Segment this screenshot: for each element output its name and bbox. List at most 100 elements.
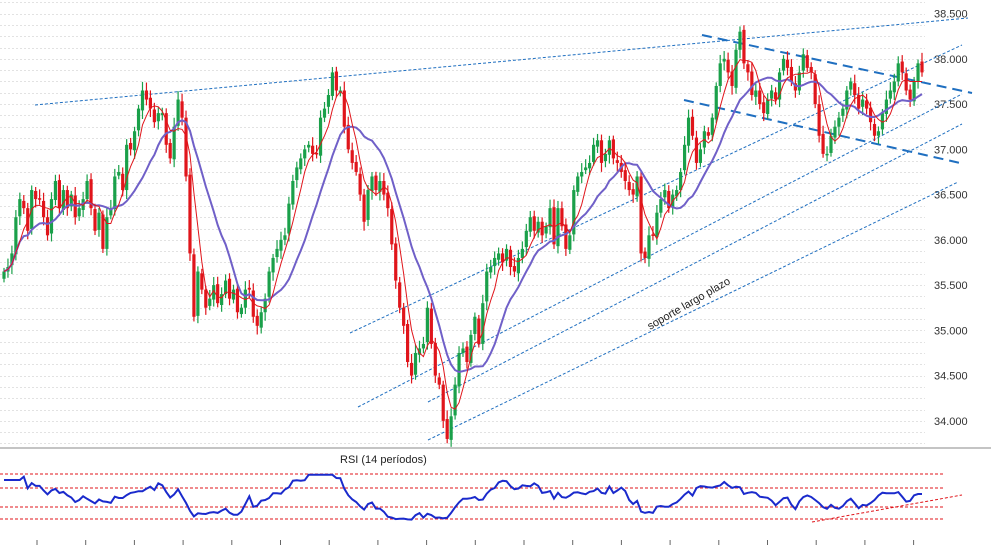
candle-body — [797, 72, 801, 91]
candle-body — [132, 131, 137, 151]
candle-body — [750, 71, 754, 96]
candle-body — [299, 158, 303, 170]
candle-body — [409, 362, 414, 376]
candle-body — [714, 85, 718, 120]
candle-body — [168, 142, 172, 159]
candle-body — [730, 71, 734, 86]
rsi-panel: RSI (14 períodos) — [0, 454, 963, 545]
candle-body — [307, 144, 311, 148]
candle-body — [493, 257, 497, 267]
candle-body — [239, 307, 244, 315]
candle-body — [833, 126, 837, 138]
candle-body — [520, 248, 524, 258]
candle-body — [837, 117, 841, 127]
candle-body — [271, 257, 275, 273]
candle-body — [101, 214, 105, 249]
trendline-channel-mid — [357, 93, 963, 408]
rsi-title: RSI (14 períodos) — [340, 454, 427, 466]
candle-body — [481, 303, 485, 344]
candle-body — [125, 144, 129, 191]
candle-body — [85, 181, 89, 200]
candle-body — [599, 140, 604, 163]
candle-body — [10, 253, 14, 266]
candle-body — [556, 208, 560, 247]
candle-body — [552, 207, 556, 245]
candle-body — [243, 289, 247, 308]
candle-body — [528, 217, 532, 232]
candle-body — [679, 171, 683, 191]
candle-body — [829, 135, 833, 153]
candle-body — [41, 200, 46, 218]
candle-body — [461, 348, 465, 353]
candle-body — [576, 176, 580, 192]
x-axis-ticks — [36, 540, 915, 545]
candle-body — [607, 140, 612, 155]
y-tick-label: 34.500 — [934, 371, 968, 383]
candle-body — [682, 144, 687, 171]
candle-body — [627, 181, 631, 191]
candle-body — [920, 61, 924, 73]
candle-body — [584, 167, 588, 171]
candle-body — [888, 90, 892, 99]
candle-body — [57, 180, 61, 209]
candle-body — [841, 108, 845, 116]
candle-body — [849, 81, 853, 90]
candle-body — [868, 107, 873, 123]
candle-body — [631, 189, 635, 195]
candle-body — [129, 142, 133, 150]
candle-body — [390, 209, 394, 245]
price-y-axis: 34.000 34.500 35.000 35.500 36.000 36.500 37.0… — [934, 9, 968, 428]
candle-body — [212, 285, 216, 300]
candles — [2, 25, 924, 447]
candle-body — [667, 190, 671, 209]
candle-body — [821, 133, 825, 154]
candle-body — [350, 150, 354, 163]
y-tick-label: 34.000 — [934, 416, 968, 428]
candle-body — [449, 416, 453, 440]
candle-body — [536, 221, 540, 233]
candle-body — [295, 167, 299, 181]
candle-body — [314, 152, 319, 155]
candle-body — [445, 419, 449, 439]
candle-body — [734, 49, 738, 88]
y-tick-label: 38.500 — [934, 9, 968, 21]
candle-body — [192, 254, 196, 317]
candle-body — [291, 181, 295, 205]
trendline-support-long-term — [427, 181, 959, 441]
candle-body — [366, 190, 370, 220]
candle-body — [876, 131, 881, 136]
candle-body — [647, 235, 651, 259]
candle-body — [61, 190, 65, 210]
candle-body — [14, 217, 18, 255]
candle-body — [615, 160, 619, 163]
candle-body — [394, 243, 398, 281]
candle-body — [156, 113, 160, 122]
candle-body — [267, 271, 271, 297]
y-tick-label: 37.000 — [934, 144, 968, 156]
candle-body — [591, 144, 596, 163]
candle-body — [912, 81, 916, 102]
candle-body — [26, 208, 30, 231]
candle-body — [113, 176, 117, 210]
candle-body — [635, 176, 639, 197]
candle-body — [259, 312, 263, 328]
candle-body — [611, 139, 615, 159]
candle-body — [801, 54, 805, 71]
candle-body — [469, 334, 473, 363]
candle-body — [789, 66, 794, 82]
candle-body — [453, 384, 457, 416]
candle-body — [857, 95, 861, 109]
y-tick-label: 36.500 — [934, 190, 968, 202]
candle-body — [781, 58, 786, 71]
candle-body — [144, 90, 149, 100]
trendline-channel-low — [427, 123, 963, 403]
candle-body — [49, 199, 54, 234]
candle-body — [659, 199, 663, 213]
candle-body — [386, 192, 390, 209]
candle-body — [303, 149, 307, 159]
candle-body — [738, 31, 742, 50]
candle-body — [441, 384, 445, 421]
candle-body — [200, 273, 204, 290]
candle-body — [722, 58, 726, 62]
